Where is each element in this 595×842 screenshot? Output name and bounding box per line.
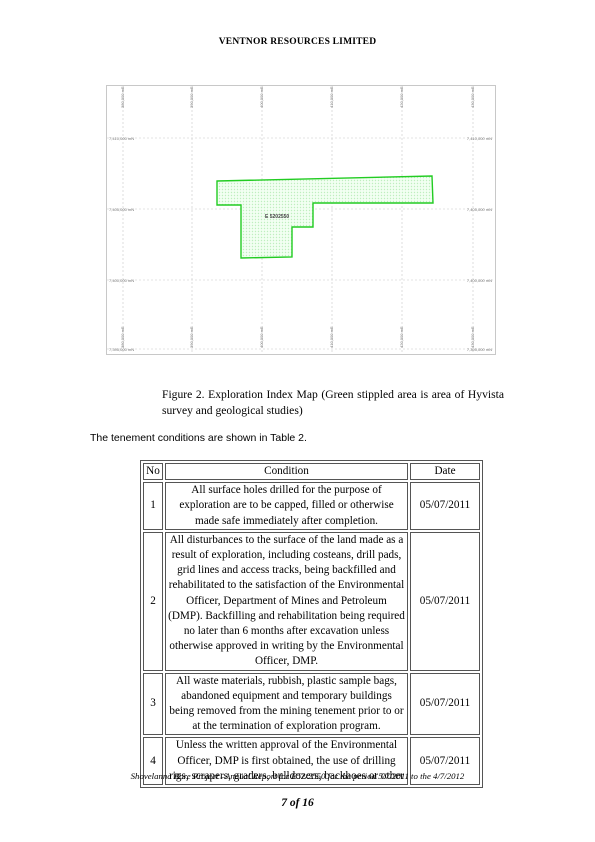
easting-label-bottom: 430,000 mE xyxy=(470,326,475,348)
easting-label-bottom: 410,000 mE xyxy=(329,326,334,348)
table-header-row: No Condition Date xyxy=(143,463,480,481)
tenement-label: E 5202550 xyxy=(265,214,289,220)
easting-label-top: 380,000 mE xyxy=(120,86,125,108)
header-no: No xyxy=(143,463,163,481)
easting-label-top: 410,000 mE xyxy=(329,86,334,108)
row-condition: All waste materials, rubbish, plastic sa… xyxy=(165,672,408,736)
easting-label-bottom: 390,000 mE xyxy=(189,326,194,348)
easting-label-top: 420,000 mE xyxy=(399,86,404,108)
row-date: 05/07/2011 xyxy=(410,737,480,786)
row-condition: All disturbances to the surface of the l… xyxy=(165,531,408,671)
table-row: 4 Unless the written approval of the Env… xyxy=(143,737,480,786)
row-number: 3 xyxy=(143,672,163,736)
figure-caption: Figure 2. Exploration Index Map (Green s… xyxy=(162,388,504,417)
tenement-conditions-table: No Condition Date 1 All surface holes dr… xyxy=(140,460,483,789)
easting-label-top: 430,000 mE xyxy=(470,86,475,108)
row-date: 05/07/2011 xyxy=(410,672,480,736)
northing-label-left: 7,395,000 mN xyxy=(109,347,134,352)
easting-label-bottom: 400,000 mE xyxy=(259,326,264,348)
northing-label-right: 7,410,000 mN xyxy=(467,136,492,141)
northing-label-right: 7,395,000 mN xyxy=(467,347,492,352)
intro-text: The tenement conditions are shown in Tab… xyxy=(90,432,307,444)
northing-label-left: 7,410,000 mN xyxy=(109,136,134,141)
document-header: VENTNOR RESOURCES LIMITED xyxy=(218,37,377,47)
row-number: 2 xyxy=(143,531,163,671)
row-condition: All surface holes drilled for the purpos… xyxy=(165,482,408,530)
row-number: 4 xyxy=(143,737,163,786)
row-condition: Unless the written approval of the Envir… xyxy=(165,737,408,786)
exploration-index-map: 380,000 mE 390,000 mE 400,000 mE 410,000… xyxy=(106,85,496,355)
row-date: 05/07/2011 xyxy=(410,531,480,671)
header-condition: Condition xyxy=(165,463,408,481)
easting-label-bottom: 420,000 mE xyxy=(399,326,404,348)
map-grid xyxy=(107,86,495,354)
northing-label-right: 7,405,000 mN xyxy=(467,207,492,212)
page-footer: Shovelanna Bore Project –Annual Report f… xyxy=(130,771,465,781)
northing-label-left: 7,400,000 mN xyxy=(109,278,134,283)
table-row: 1 All surface holes drilled for the purp… xyxy=(143,482,480,530)
tenement-boundary xyxy=(216,175,434,259)
table-row: 3 All waste materials, rubbish, plastic … xyxy=(143,672,480,736)
row-date: 05/07/2011 xyxy=(410,482,480,530)
header-date: Date xyxy=(410,463,480,481)
northing-label-right: 7,400,000 mN xyxy=(467,278,492,283)
northing-label-left: 7,405,000 mN xyxy=(109,207,134,212)
easting-label-top: 400,000 mE xyxy=(259,86,264,108)
table-row: 2 All disturbances to the surface of the… xyxy=(143,531,480,671)
easting-label-top: 390,000 mE xyxy=(189,86,194,108)
map-canvas: 380,000 mE 390,000 mE 400,000 mE 410,000… xyxy=(107,86,495,354)
page-number: 7 of 16 xyxy=(281,797,314,809)
easting-label-bottom: 380,000 mE xyxy=(120,326,125,348)
row-number: 1 xyxy=(143,482,163,530)
